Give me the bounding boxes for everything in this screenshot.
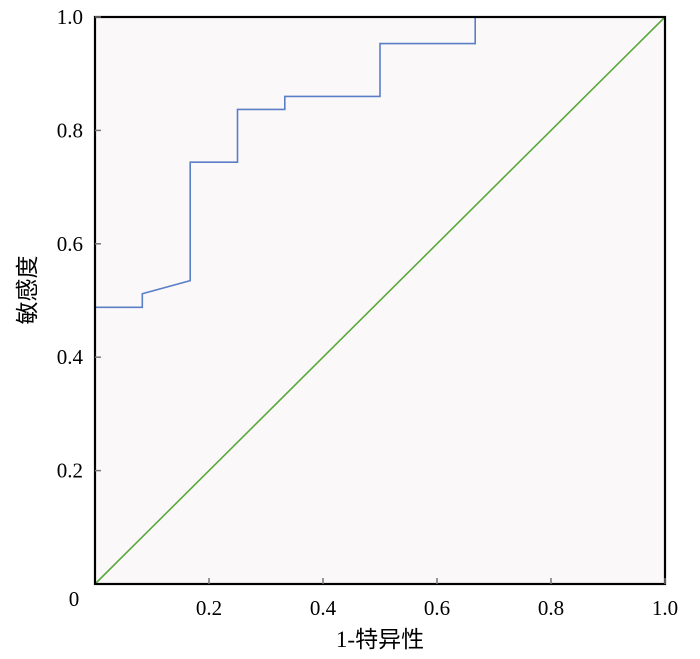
y-tick-label: 1.0	[57, 5, 83, 29]
tick-layer: 0.2 0.4 0.6 0.8 1.0 0.2 0.4 0.6 0.8 1.0	[57, 5, 678, 620]
y-tick-label: 0.6	[57, 232, 83, 256]
x-tick-label: 0.6	[424, 596, 450, 620]
y-axis-title: 敏感度	[15, 256, 40, 325]
x-tick-label: 0.8	[538, 596, 564, 620]
y-tick-label: 0.2	[57, 459, 83, 483]
series-layer	[94, 16, 666, 585]
plot-frame	[93, 15, 667, 586]
reference-diagonal-line	[94, 16, 666, 585]
x-tick-label: 0.2	[196, 596, 222, 620]
origin-label: 0	[69, 587, 80, 611]
y-tick-label: 0.8	[57, 118, 83, 142]
x-axis-title: 1-特异性	[336, 627, 424, 652]
x-tick-label: 1.0	[652, 596, 678, 620]
roc-curve-line	[95, 17, 477, 309]
y-tick-label: 0.4	[57, 345, 84, 369]
x-tick-label: 0.4	[310, 596, 337, 620]
